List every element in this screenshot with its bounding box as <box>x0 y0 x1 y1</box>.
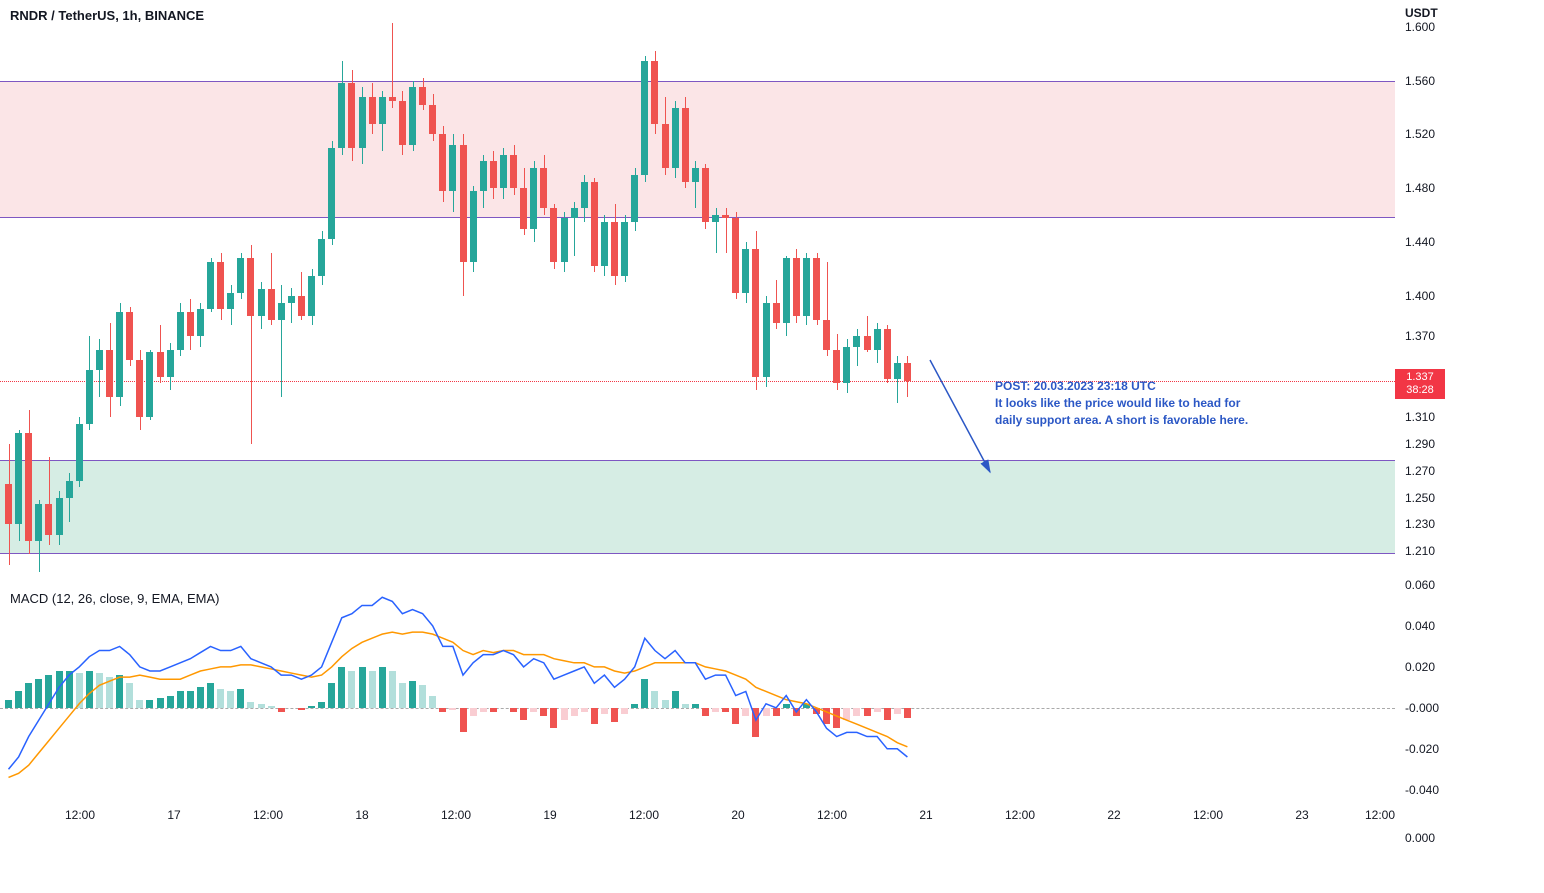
chart-title: RNDR / TetherUS, 1h, BINANCE <box>10 8 204 23</box>
price-tick: 1.210 <box>1405 544 1435 558</box>
support-zone <box>0 460 1395 554</box>
macd-tick: 0.000 <box>1405 831 1435 845</box>
time-tick: 12:00 <box>441 808 471 822</box>
macd-zero-line <box>0 708 1395 709</box>
macd-tick: -0.000 <box>1405 701 1439 715</box>
time-tick: 12:00 <box>65 808 95 822</box>
price-tick: 1.230 <box>1405 517 1435 531</box>
y-axis-price: USDT 1.600 1.560 1.520 1.480 1.440 1.400 1.370… <box>1395 0 1544 585</box>
time-tick: 20 <box>731 808 744 822</box>
x-axis: 12:00 17 12:00 18 12:00 19 12:00 20 12:00 21 12:00… <box>0 800 1395 840</box>
time-tick: 22 <box>1107 808 1120 822</box>
price-tick: 1.290 <box>1405 437 1435 451</box>
time-tick: 19 <box>543 808 556 822</box>
macd-tick: 0.060 <box>1405 578 1435 592</box>
time-tick: 12:00 <box>1365 808 1395 822</box>
time-tick: 12:00 <box>1193 808 1223 822</box>
price-tick: 1.480 <box>1405 181 1435 195</box>
annotation-text: POST: 20.03.2023 23:18 UTCIt looks like … <box>995 378 1248 428</box>
y-axis-macd: 0.0600.0400.020-0.000-0.020-0.0400.000 <box>1395 585 1544 840</box>
time-tick: 17 <box>167 808 180 822</box>
chart-container: RNDR / TetherUS, 1h, BINANCE POST: 20.03… <box>0 0 1395 893</box>
time-tick: 12:00 <box>253 808 283 822</box>
macd-tick: 0.020 <box>1405 660 1435 674</box>
resistance-zone <box>0 81 1395 218</box>
current-price-badge: 1.33738:28 <box>1395 369 1445 399</box>
price-tick: 1.310 <box>1405 410 1435 424</box>
price-tick: 1.560 <box>1405 74 1435 88</box>
price-tick: 1.370 <box>1405 329 1435 343</box>
macd-tick: -0.020 <box>1405 742 1439 756</box>
time-tick: 12:00 <box>817 808 847 822</box>
price-tick: 1.600 <box>1405 20 1435 34</box>
macd-panel[interactable]: MACD (12, 26, close, 9, EMA, EMA) <box>0 585 1395 800</box>
price-tick: 1.400 <box>1405 289 1435 303</box>
macd-title: MACD (12, 26, close, 9, EMA, EMA) <box>10 591 220 606</box>
price-tick: 1.520 <box>1405 127 1435 141</box>
currency-label: USDT <box>1405 6 1438 20</box>
price-panel[interactable]: RNDR / TetherUS, 1h, BINANCE POST: 20.03… <box>0 0 1395 585</box>
price-tick: 1.440 <box>1405 235 1435 249</box>
macd-tick: -0.040 <box>1405 783 1439 797</box>
time-tick: 23 <box>1295 808 1308 822</box>
price-tick: 1.250 <box>1405 491 1435 505</box>
price-tick: 1.270 <box>1405 464 1435 478</box>
time-tick: 12:00 <box>1005 808 1035 822</box>
time-tick: 12:00 <box>629 808 659 822</box>
macd-tick: 0.040 <box>1405 619 1435 633</box>
time-tick: 21 <box>919 808 932 822</box>
time-tick: 18 <box>355 808 368 822</box>
